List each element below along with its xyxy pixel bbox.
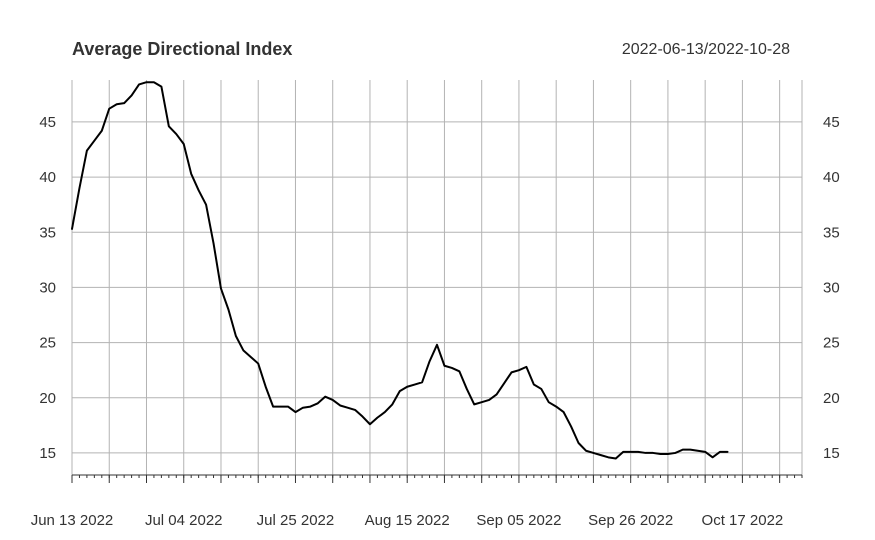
y-tick-label-left: 15 [39,445,56,462]
y-tick-label-right: 45 [823,114,840,131]
y-tick-label-right: 25 [823,335,840,352]
series-layer [71,81,729,460]
y-axis-left: 15 20 25 30 35 40 45 [39,114,56,462]
y-tick-label-left: 40 [39,169,56,186]
y-tick-label-left: 25 [39,335,56,352]
y-tick-label-left: 35 [39,224,56,241]
x-tick-label: Oct 17 2022 [702,512,784,529]
horizontal-gridlines [72,121,802,454]
date-range-label: 2022-06-13/2022-10-28 [622,41,790,58]
vertical-gridlines [71,80,803,475]
x-axis: Jun 13 2022 Jul 04 2022 Jul 25 2022 Aug 15 … [31,474,803,529]
x-tick-label: Jul 25 2022 [257,512,335,529]
y-tick-label-left: 20 [39,390,56,407]
y-tick-label-right: 35 [823,224,840,241]
y-tick-label-left: 30 [39,279,56,296]
chart-title: Average Directional Index [72,39,292,59]
y-tick-label-right: 40 [823,169,840,186]
y-axis-right: 15 20 25 30 35 40 45 [823,114,840,462]
x-tick-label: Jul 04 2022 [145,512,223,529]
y-tick-label-right: 30 [823,279,840,296]
series-line-adx [71,81,729,460]
y-tick-label-left: 45 [39,114,56,131]
x-tick-label: Jun 13 2022 [31,512,114,529]
y-tick-label-right: 15 [823,445,840,462]
x-tick-label: Sep 05 2022 [476,512,561,529]
x-tick-label: Aug 15 2022 [365,512,450,529]
x-tick-label: Sep 26 2022 [588,512,673,529]
y-tick-label-right: 20 [823,390,840,407]
